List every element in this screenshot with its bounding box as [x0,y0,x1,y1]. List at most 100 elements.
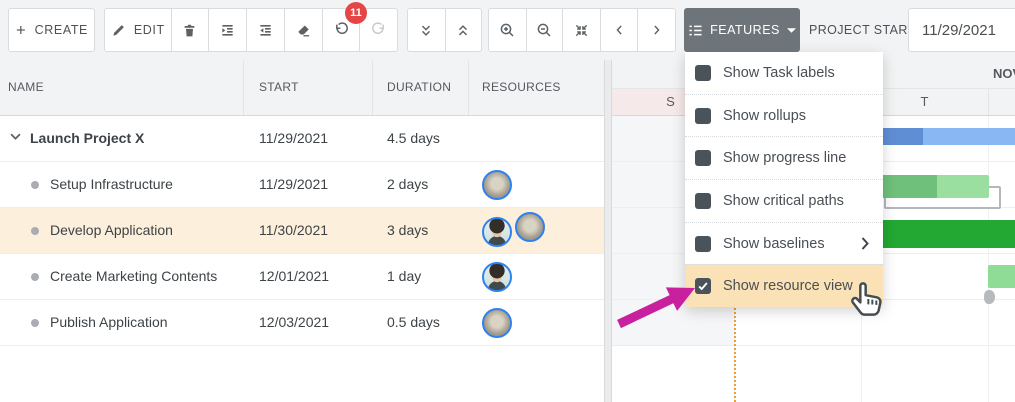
task-duration: 4.5 days [387,130,440,146]
chevron-left-icon [616,25,622,35]
zoom-out-button[interactable] [525,9,563,51]
undo-icon [335,22,348,34]
day-label: T [920,94,929,109]
task-name: Launch Project X [30,130,145,146]
zoom-nav-group [488,8,676,52]
resource-avatar[interactable] [482,170,512,200]
menu-item-label: Show rollups [723,107,807,124]
features-icon [689,25,702,35]
table-row-setup-infrastructure[interactable]: Setup Infrastructure 11/29/2021 2 days [0,162,604,208]
undo-count-badge: 11 [345,2,367,24]
zoom-to-fit-icon [575,24,588,36]
trash-icon [185,24,195,36]
task-duration: 1 day [387,268,422,284]
zoom-out-icon [538,23,551,37]
task-start: 11/29/2021 [259,176,329,192]
menu-item-show-critical-paths[interactable]: Show critical paths [685,179,883,222]
task-duration: 2 days [387,176,429,192]
menu-item-show-baselines[interactable]: Show baselines [685,221,883,265]
column-header-name[interactable]: NAME [8,80,44,94]
resource-avatar[interactable] [482,217,512,247]
month-label: NOV [993,66,1015,81]
plus-icon [16,26,25,34]
task-name: Create Marketing Contents [50,268,218,284]
checkbox-icon [695,192,711,209]
menu-item-show-rollups[interactable]: Show rollups [685,93,883,137]
expand-collapse-group [407,8,482,52]
row-gridline [612,345,1015,346]
collapse-all-icon [459,24,468,35]
header-bottom-border [0,115,1015,116]
resource-avatar[interactable] [482,262,512,292]
table-row-publish-application[interactable]: Publish Application 12/03/2021 0.5 days [0,300,604,346]
expand-all-icon [422,25,431,36]
column-header-start[interactable]: START [259,80,299,94]
collapse-all-button[interactable] [444,9,482,51]
submenu-chevron-right-icon [861,237,869,250]
indent-button[interactable] [208,9,246,51]
menu-item-show-resource-view[interactable]: Show resource view [685,264,883,308]
grid-timeline-splitter[interactable] [604,60,612,402]
table-row-develop-application[interactable]: Develop Application 11/30/2021 3 days [0,208,604,254]
delete-task-button[interactable] [170,9,209,51]
gantt-bar-create-marketing-contents[interactable] [988,265,1015,288]
features-dropdown-button[interactable]: FEATURES [684,8,800,52]
outdent-icon [260,24,271,36]
timeline-marker [984,290,995,304]
hand-cursor-icon [851,282,882,316]
pencil-icon [113,24,124,36]
task-start: 12/01/2021 [259,268,330,284]
outdent-button[interactable] [246,9,284,51]
project-start-date-field[interactable] [908,8,1015,52]
day-label: S [666,94,675,109]
checkbox-icon [695,64,711,81]
menu-item-show-task-labels[interactable]: Show Task labels [685,52,883,94]
checkbox-checked-icon [695,278,711,295]
eraser-icon [297,24,309,36]
zoom-in-button[interactable] [489,9,526,51]
task-duration: 0.5 days [387,314,440,330]
features-menu: Show Task labels Show rollups Show progr… [685,52,883,308]
day-divider [988,89,989,115]
caret-down-icon [786,27,796,33]
column-header-resources[interactable]: RESOURCES [482,80,561,94]
chevron-right-icon [654,25,660,35]
edit-button-label: EDIT [133,23,165,37]
gantt-bar-develop-application[interactable] [862,220,1015,248]
task-name: Setup Infrastructure [50,176,173,192]
task-bullet-icon [31,227,39,235]
collapse-row-icon[interactable] [10,133,21,141]
zoom-in-icon [500,23,514,37]
checkbox-icon [695,150,711,167]
day-gridline [988,116,989,402]
task-start: 12/03/2021 [259,314,330,330]
redo-icon [371,22,384,34]
indent-icon [222,24,233,36]
grid-header: NAME START DURATION RESOURCES [0,60,604,115]
column-header-duration[interactable]: DURATION [387,80,452,94]
redo-button[interactable] [359,9,397,51]
task-bullet-icon [31,181,39,189]
checkbox-icon [695,235,711,252]
menu-item-label: Show baselines [723,235,825,252]
undo-button[interactable] [321,9,360,51]
checkbox-icon [695,107,711,124]
menu-item-label: Show critical paths [723,192,844,209]
checkmark-icon [698,282,708,291]
task-start: 11/29/2021 [259,130,329,146]
table-row-create-marketing-contents[interactable]: Create Marketing Contents 12/01/2021 1 d… [0,254,604,300]
task-name: Publish Application [50,314,168,330]
clear-button[interactable] [283,9,322,51]
menu-item-show-progress-line[interactable]: Show progress line [685,136,883,179]
resource-avatar[interactable] [515,212,545,242]
edit-button[interactable]: EDIT [105,9,171,51]
shift-previous-button[interactable] [599,9,638,51]
project-start-label: PROJECT START [809,23,916,37]
expand-all-button[interactable] [408,9,445,51]
create-button[interactable]: CREATE [8,8,95,52]
zoom-to-fit-button[interactable] [562,9,600,51]
resource-avatar[interactable] [482,308,512,338]
shift-next-button[interactable] [637,9,675,51]
task-bullet-icon [31,319,39,327]
table-row-launch-project-x[interactable]: Launch Project X 11/29/2021 4.5 days [0,116,604,162]
